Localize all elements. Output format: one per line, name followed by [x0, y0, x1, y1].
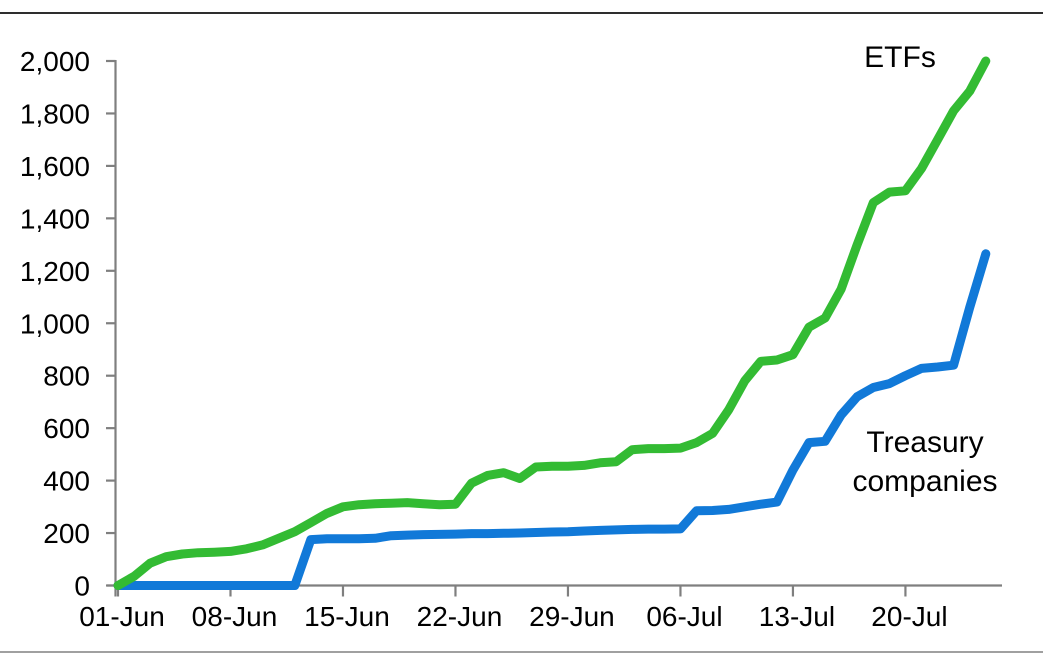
- x-axis-tick-label: 15-Jun: [304, 601, 390, 632]
- y-axis-tick-label: 600: [43, 413, 90, 444]
- treasury-series-label-line1: Treasury: [866, 426, 983, 459]
- y-axis-tick-label: 800: [43, 361, 90, 392]
- y-axis-tick-label: 0: [74, 571, 90, 602]
- etfs-line: [113, 56, 991, 590]
- y-axis-tick-label: 1,800: [20, 98, 90, 129]
- bottom-border: [0, 651, 1043, 653]
- y-axis-tick-label: 1,600: [20, 151, 90, 182]
- axes: 0 200 400 600 800 1,000 1,200 1,400 1,600 1,800 2,…: [20, 46, 1002, 632]
- y-axis-tick-label: 1,000: [20, 308, 90, 339]
- x-axis-tick-label: 29-Jun: [529, 601, 615, 632]
- y-axis-tick-label: 1,400: [20, 203, 90, 234]
- x-axis-tick-label: 20-Jul: [871, 601, 947, 632]
- x-axis-tick-label: 01-Jun: [79, 601, 165, 632]
- x-axis-tick-label: 06-Jul: [646, 601, 722, 632]
- top-border: [0, 12, 1043, 14]
- treasury-line: [113, 249, 991, 590]
- x-axis-tick-label: 13-Jul: [759, 601, 835, 632]
- series-lines: [113, 56, 991, 590]
- x-axis-tick-label: 08-Jun: [192, 601, 278, 632]
- y-axis-tick-label: 200: [43, 518, 90, 549]
- x-axis-tick-label: 22-Jun: [417, 601, 503, 632]
- y-axis-tick-label: 2,000: [20, 46, 90, 77]
- etfs-series-label: ETFs: [864, 41, 936, 74]
- y-axis-tick-label: 400: [43, 466, 90, 497]
- y-axis-tick-label: 1,200: [20, 256, 90, 287]
- treasury-series-label-line2: companies: [852, 465, 997, 498]
